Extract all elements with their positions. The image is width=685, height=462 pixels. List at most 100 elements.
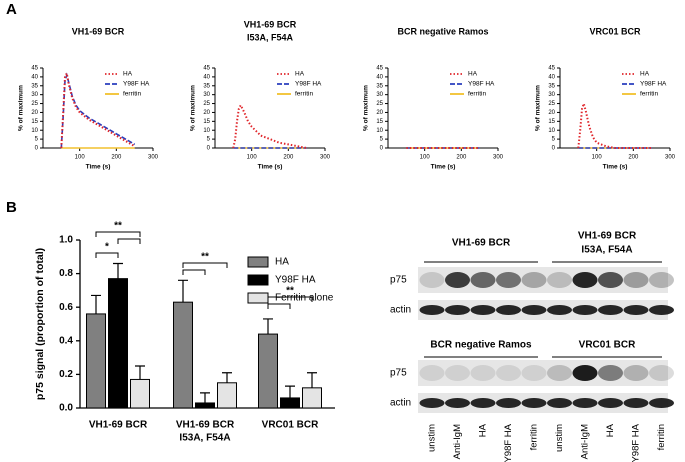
y-tick-label: 35 — [31, 83, 38, 89]
panel-letter: A — [6, 1, 17, 18]
x-tick-label: 300 — [148, 155, 159, 161]
blot-band — [572, 398, 598, 408]
y-tick-label: 30 — [376, 92, 383, 98]
y-tick-label: 0 — [207, 146, 211, 152]
blot-band — [496, 365, 521, 381]
y-axis-label: p75 signal (proportion of total) — [34, 248, 46, 400]
row-label: actin — [390, 398, 411, 409]
bar — [258, 333, 278, 409]
y-tick-label: 10 — [548, 128, 555, 134]
blot-band — [649, 398, 674, 408]
error-bar — [285, 385, 295, 398]
y-tick-label: 15 — [203, 119, 210, 125]
blot-band — [623, 365, 649, 381]
y-tick-label: 40 — [203, 74, 210, 80]
y-tick-label: 0.0 — [59, 403, 73, 414]
y-tick-label: 20 — [203, 110, 210, 116]
blot-band — [496, 398, 521, 408]
x-tick-label: 300 — [493, 155, 504, 161]
y-axis-label: % of maximum — [535, 85, 542, 131]
legend-label: ferritin — [640, 91, 658, 98]
blot-band — [496, 305, 521, 315]
significance-label: ** — [201, 252, 209, 263]
error-bar — [263, 318, 273, 335]
error-bar — [178, 279, 188, 303]
y-tick-label: 5 — [207, 137, 211, 143]
blot-band — [470, 398, 496, 408]
y-tick-label: 0.2 — [59, 369, 73, 380]
y-tick-label: 30 — [548, 92, 555, 98]
y-axis-label: % of maximum — [363, 85, 370, 131]
legend-label: HA — [640, 71, 650, 78]
y-tick-label: 0 — [380, 146, 384, 152]
lane-label: HA — [478, 423, 489, 437]
significance-label: * — [105, 242, 109, 253]
y-tick-label: 25 — [548, 101, 555, 107]
row-label: p75 — [390, 368, 407, 379]
y-tick-label: 20 — [376, 110, 383, 116]
chart-title: VRC01 BCR — [589, 26, 641, 36]
blot-band — [623, 305, 649, 315]
y-tick-label: 0 — [552, 146, 556, 152]
y-tick-label: 30 — [31, 92, 38, 98]
error-bar — [222, 372, 232, 383]
x-tick-label: VH1-69 BCR — [176, 420, 235, 431]
y-tick-label: 0.8 — [59, 268, 73, 279]
y-tick-label: 15 — [31, 119, 38, 125]
error-bar — [200, 392, 210, 403]
series-line — [60, 72, 136, 149]
y-tick-label: 35 — [548, 83, 555, 89]
blot-band — [572, 272, 598, 288]
y-tick-label: 10 — [203, 128, 210, 134]
legend-label: HA — [275, 257, 289, 268]
significance-bracket — [182, 262, 228, 268]
legend-swatch — [247, 274, 269, 286]
y-tick-label: 25 — [376, 101, 383, 107]
blot-band — [445, 365, 470, 381]
legend-swatch — [247, 292, 269, 304]
blot-band — [623, 398, 649, 408]
x-tick-label: 300 — [320, 155, 331, 161]
y-axis-label: % of maximum — [18, 85, 25, 131]
blot-band — [521, 305, 547, 315]
lane-label: unstim — [427, 424, 438, 452]
blot-band — [547, 365, 572, 381]
x-tick-label: 200 — [111, 155, 122, 161]
row-label: actin — [390, 305, 411, 316]
bar — [280, 397, 300, 409]
blot-header: VH1-69 BCR — [452, 238, 511, 249]
legend-label: ferritin — [468, 91, 486, 98]
blot-band — [547, 272, 572, 288]
bar — [302, 387, 322, 409]
bar — [108, 278, 128, 409]
blot-band — [649, 305, 674, 315]
y-tick-label: 30 — [203, 92, 210, 98]
legend-swatch — [247, 256, 269, 268]
y-tick-label: 0.4 — [59, 335, 73, 346]
chart-title: VH1-69 BCR — [244, 19, 297, 29]
blot-band — [419, 272, 445, 288]
x-tick-label: 100 — [592, 155, 603, 161]
blot-band — [547, 398, 572, 408]
y-tick-label: 15 — [548, 119, 555, 125]
chart-title: BCR negative Ramos — [397, 26, 488, 36]
y-tick-label: 0.6 — [59, 302, 73, 313]
x-axis-label: Time (s) — [86, 164, 111, 171]
blot-band — [470, 272, 496, 288]
bar — [86, 313, 106, 409]
lane-label: HA — [605, 423, 616, 437]
y-tick-label: 45 — [203, 66, 210, 72]
blot-band — [419, 398, 445, 408]
blot-band — [649, 365, 674, 381]
y-tick-label: 35 — [376, 83, 383, 89]
blot-header: VH1-69 BCR — [578, 231, 637, 242]
y-tick-label: 5 — [380, 137, 384, 143]
x-tick-label: 100 — [247, 155, 258, 161]
blot-band — [445, 305, 470, 315]
bar — [173, 301, 193, 409]
x-tick-label: 100 — [75, 155, 86, 161]
y-tick-label: 40 — [31, 74, 38, 80]
lane-label: Y98F HA — [631, 423, 642, 462]
significance-bracket — [267, 303, 291, 309]
legend-label: Y98F HA — [640, 81, 667, 88]
